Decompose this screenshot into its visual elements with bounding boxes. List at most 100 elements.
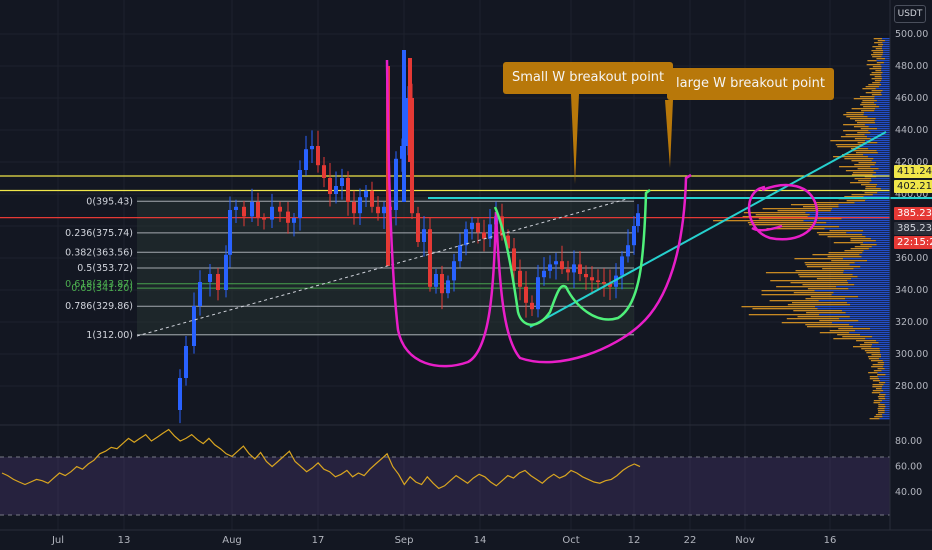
volume-bar-down [856,340,877,342]
small-w-callout: Small W breakout point [503,62,674,94]
candle-body [316,146,320,166]
volume-bar-down [741,306,816,308]
candle-body [358,197,362,214]
volume-bar-down [860,184,878,186]
volume-bar-up [868,126,890,128]
volume-bar-down [827,256,862,258]
volume-bar-up [884,412,890,414]
volume-bar-up [881,76,890,78]
volume-bar-down [781,322,832,324]
volume-bar-up [881,68,890,70]
volume-bar-up [873,158,890,160]
volume-bar-down [849,118,876,120]
volume-bar-up [803,220,890,222]
volume-bar-down [853,126,869,128]
volume-bar-up [877,376,890,378]
volume-bar-down [770,280,848,282]
volume-bar-up [854,202,890,204]
candle-body [458,245,462,262]
time-tick-label: Sep [395,535,414,546]
volume-bar-down [806,326,853,328]
volume-bar-down [864,192,878,194]
volume-bar-up [884,404,890,406]
volume-bar-down [846,112,865,114]
volume-bar-down [871,78,882,80]
volume-bar-up [871,180,890,182]
volume-bar-down [870,360,883,362]
volume-bar-up [841,218,890,220]
candle-body [262,218,266,220]
volume-bar-up [882,366,890,368]
volume-bar-down [853,150,877,152]
volume-bar-down [777,210,831,212]
volume-bar-up [885,394,890,396]
volume-bar-up [867,260,890,262]
volume-bar-down [816,278,852,280]
volume-bar-down [876,62,884,64]
volume-bar-down [874,42,883,44]
candle-body [518,270,522,287]
volume-bar-down [839,166,871,168]
volume-bar-down [877,410,885,412]
volume-bar-down [831,260,868,262]
volume-bar-up [826,222,890,224]
volume-bar-up [881,356,890,358]
volume-bar-up [876,162,890,164]
volume-bar-up [876,340,890,342]
volume-bar-down [863,106,879,108]
currency-label[interactable]: USDT [894,5,926,23]
volume-bar-down [872,56,882,58]
volume-bar-down [749,224,814,226]
volume-bar-up [881,84,890,86]
volume-bar-down [755,214,810,216]
volume-bar-down [859,344,873,346]
candle-body [346,178,350,202]
volume-bar-up [880,64,890,66]
volume-bar-up [877,372,890,374]
candle-body [270,206,274,220]
candle-body [402,50,406,202]
horizontal-price-lines [0,175,890,219]
volume-bar-up [881,388,890,390]
fib-level-label: 0.65(341.20) [71,283,133,294]
volume-bar-up [864,134,890,136]
candle-body [464,229,468,246]
volume-bar-up [882,90,890,92]
candle-body [590,277,594,281]
volume-bar-up [832,208,890,210]
volume-bar-down [855,152,878,154]
volume-bar-up [857,276,890,278]
volume-bar-up [869,182,890,184]
volume-bar-up [877,192,890,194]
candle-body [292,218,296,223]
volume-bar-up [880,380,890,382]
volume-bar-up [882,72,890,74]
volume-bar-down [851,194,873,196]
volume-bar-up [854,262,890,264]
volume-bar-up [880,402,890,404]
candle-body [334,186,338,194]
candle-body [614,275,618,287]
candle-body [304,149,308,170]
candle-body [620,256,624,276]
volume-bar-down [844,250,864,252]
volume-bar-down [861,348,880,350]
volume-bar-up [874,120,890,122]
volume-bar-up [885,58,890,60]
volume-bar-down [845,134,865,136]
volume-bar-up [839,318,890,320]
time-tick-label: 13 [118,535,131,546]
candle-body [224,254,228,290]
volume-bar-up [875,240,890,242]
volume-bar-down [854,178,872,180]
volume-bar-up [880,92,890,94]
candle-body [422,229,426,242]
candle-body [286,211,290,223]
volume-bar-down [872,380,881,382]
volume-bar-up [863,196,890,198]
time-tick-label: Oct [562,535,579,546]
candle-body [566,269,570,273]
candle-body [208,274,212,282]
volume-bar-down [837,146,861,148]
